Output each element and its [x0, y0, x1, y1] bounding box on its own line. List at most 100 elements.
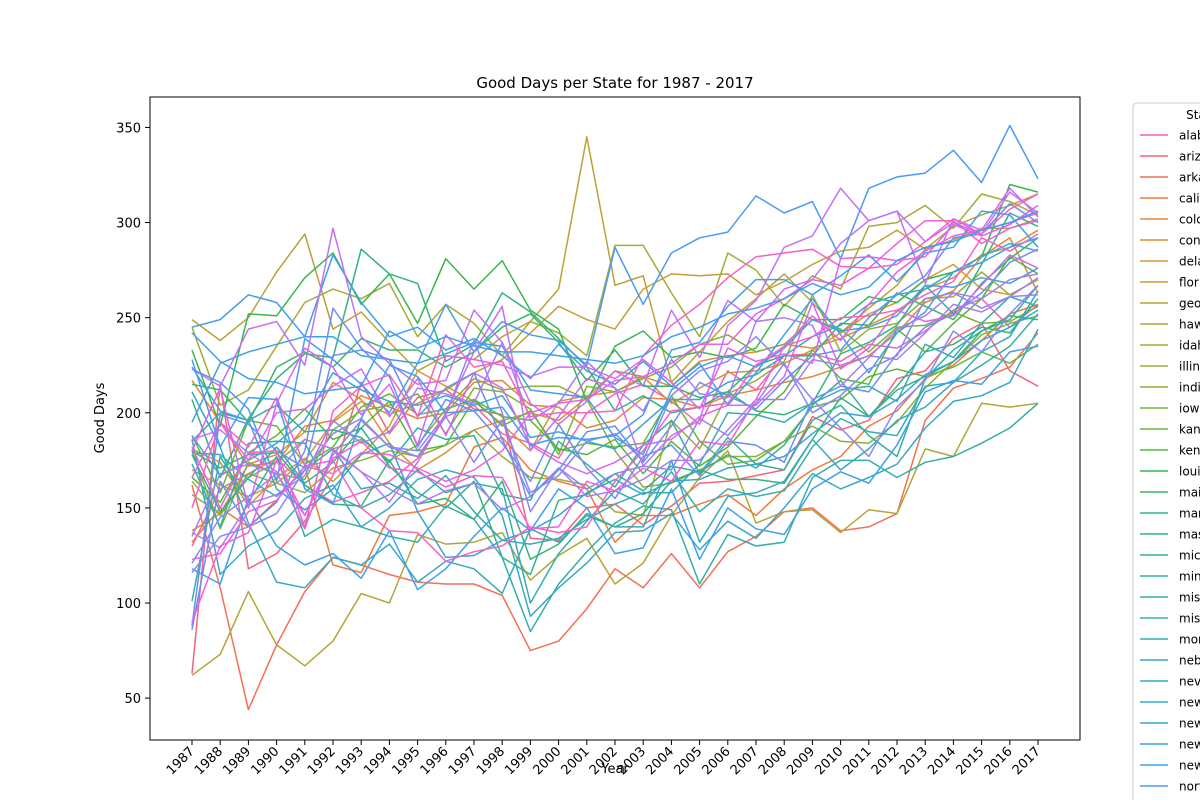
- legend-entry: new hampshire: [1140, 696, 1200, 710]
- legend-label: missouri: [1179, 612, 1200, 626]
- y-axis-label: Good Days: [93, 382, 108, 453]
- series-line-new-york: [191, 345, 1039, 591]
- legend-label: kentucky: [1179, 444, 1200, 458]
- y-tick-label: 150: [116, 502, 141, 517]
- legend-label: florida: [1179, 276, 1200, 290]
- y-axis: 50 100 150 200 250 300 350: [116, 121, 150, 707]
- y-tick-label: 200: [116, 407, 141, 422]
- legend-label: new jersey: [1179, 717, 1200, 731]
- legend-entry: montana: [1140, 633, 1200, 647]
- legend-entry: new mexico: [1140, 738, 1200, 752]
- legend-label: new mexico: [1179, 738, 1200, 752]
- legend-entry: colorado: [1140, 213, 1200, 227]
- legend-label: new york: [1179, 759, 1200, 773]
- series-line-california: [191, 303, 1039, 574]
- y-tick-label: 350: [116, 121, 141, 136]
- series-line-hawaii: [191, 402, 1039, 676]
- series-line-north-dakota: [191, 237, 1039, 406]
- series-line-idaho: [191, 193, 1039, 406]
- series-line-wisconsin: [191, 193, 1039, 528]
- legend-label: colorado: [1179, 213, 1200, 227]
- legend-label: illinois: [1179, 360, 1200, 374]
- legend-label: idaho: [1179, 339, 1200, 353]
- series-line-new-jersey: [191, 309, 1039, 559]
- legend-label: michigan: [1179, 549, 1200, 563]
- legend-label: montana: [1179, 633, 1200, 647]
- legend-label: new hampshire: [1179, 696, 1200, 710]
- legend-label: kansas: [1179, 423, 1200, 437]
- series-line-west-virginia: [191, 212, 1039, 623]
- series-line-south-dakota: [191, 233, 1039, 562]
- legend-entry: new york: [1140, 759, 1200, 773]
- legend-label: north carolina: [1179, 780, 1200, 794]
- series-line-nevada: [191, 328, 1039, 618]
- legend-label: alabama: [1179, 129, 1200, 143]
- series-line-south-carolina: [191, 219, 1039, 561]
- legend-entry: arizona: [1140, 150, 1200, 164]
- legend-entry: illinois: [1140, 360, 1200, 374]
- series-line-wyoming: [191, 210, 1039, 395]
- legend-entry: michigan: [1140, 549, 1200, 563]
- y-tick-label: 250: [116, 312, 141, 327]
- series-line-virginia: [191, 187, 1039, 530]
- series-line-kansas: [191, 343, 1039, 494]
- legend-label: louisiana: [1179, 465, 1200, 479]
- series-line-minnesota: [191, 284, 1039, 502]
- legend-label: georgia: [1179, 297, 1200, 311]
- legend-title: State: [1186, 108, 1200, 122]
- series-line-ohio: [191, 248, 1039, 630]
- series-line-illinois: [191, 271, 1039, 517]
- legend-label: delaware: [1179, 255, 1200, 269]
- legend-label: arizona: [1179, 150, 1200, 164]
- series-line-georgia: [191, 136, 1039, 384]
- series-line-tennessee: [191, 210, 1039, 505]
- series-line-oklahoma: [191, 284, 1039, 574]
- legend-label: nebraska: [1179, 654, 1200, 668]
- series-line-new-mexico: [191, 267, 1039, 456]
- legend-entry: nevada: [1140, 675, 1200, 689]
- legend-label: hawaii: [1179, 318, 1200, 332]
- legend-entry: louisiana: [1140, 465, 1200, 479]
- series-line-mississippi: [191, 402, 1039, 633]
- legend-entry: missouri: [1140, 612, 1200, 626]
- legend-label: connecticut: [1179, 234, 1200, 248]
- series-line-north-carolina: [191, 124, 1039, 483]
- series-line-florida: [191, 218, 1039, 498]
- legend-entry: delaware: [1140, 255, 1200, 269]
- legend-frame: [1132, 102, 1200, 800]
- legend-entry: nebraska: [1140, 654, 1200, 668]
- legend-label: iowa: [1179, 402, 1200, 416]
- legend-label: indiana: [1179, 381, 1200, 395]
- legend-label: california: [1179, 192, 1200, 206]
- chart-title: Good Days per State for 1987 - 2017: [476, 74, 753, 92]
- series-line-texas: [191, 202, 1039, 626]
- legend-entry: california: [1140, 192, 1200, 206]
- y-tick-label: 100: [116, 597, 141, 612]
- series-lines: [191, 124, 1039, 711]
- legend-label: massachusetts: [1179, 528, 1200, 542]
- legend-entry: connecticut: [1140, 234, 1200, 248]
- legend-entry: new jersey: [1140, 717, 1200, 731]
- series-line-utah: [191, 292, 1039, 564]
- series-line-louisiana: [191, 183, 1039, 427]
- legend-entry: kansas: [1140, 423, 1200, 437]
- legend-entry: massachusetts: [1140, 528, 1200, 542]
- legend-entry: indiana: [1140, 381, 1200, 395]
- x-axis-label: Year: [600, 762, 629, 777]
- legend-entry: maine: [1140, 486, 1200, 500]
- series-line-nebraska: [191, 290, 1039, 595]
- legend-label: arkansas: [1179, 171, 1200, 185]
- y-tick-label: 300: [116, 217, 141, 232]
- y-tick-label: 50: [124, 692, 141, 707]
- legend-entry: georgia: [1140, 297, 1200, 311]
- legend-label: maryland: [1179, 507, 1200, 521]
- legend-label: minnesota: [1179, 570, 1200, 584]
- legend-entry: iowa: [1140, 402, 1200, 416]
- legend-label: mississippi: [1179, 591, 1200, 605]
- legend-label: nevada: [1179, 675, 1200, 689]
- legend-label: maine: [1179, 486, 1200, 500]
- legend-entry: idaho: [1140, 339, 1200, 353]
- legend-entry: hawaii: [1140, 318, 1200, 332]
- legend-entry: north carolina: [1140, 780, 1200, 794]
